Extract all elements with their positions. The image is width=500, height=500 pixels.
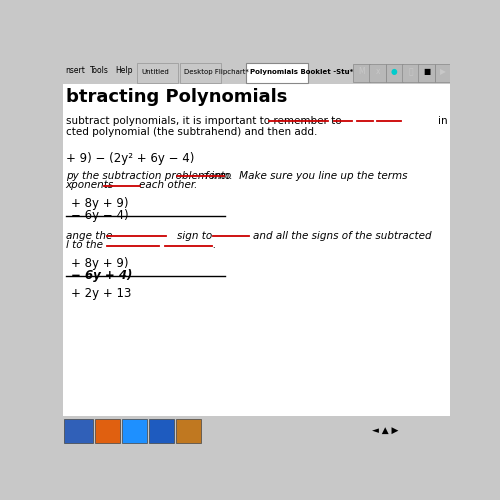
Text: ⏸: ⏸ <box>408 68 413 76</box>
Text: ●: ● <box>391 68 398 76</box>
Text: x: x <box>376 68 380 76</box>
Text: M: M <box>358 68 365 76</box>
Text: and all the signs of the subtracted: and all the signs of the subtracted <box>253 231 432 241</box>
Text: Polynomials Booklet -Stu*: Polynomials Booklet -Stu* <box>250 69 354 75</box>
Text: − 6y + 4): − 6y + 4) <box>71 268 132 281</box>
Text: ■: ■ <box>423 68 430 76</box>
FancyBboxPatch shape <box>122 419 147 442</box>
FancyBboxPatch shape <box>434 64 452 82</box>
Text: + 2y + 13: + 2y + 13 <box>71 287 132 300</box>
Text: ▶: ▶ <box>440 68 446 76</box>
Text: ◄ ▲ ▶: ◄ ▲ ▶ <box>372 426 399 435</box>
Text: each other.: each other. <box>139 180 198 190</box>
Text: + 8y + 9): + 8y + 9) <box>71 197 128 210</box>
Text: Tools: Tools <box>90 66 108 75</box>
Text: form.  Make sure you line up the terms: form. Make sure you line up the terms <box>204 171 407 181</box>
FancyBboxPatch shape <box>246 63 308 82</box>
Text: Help: Help <box>115 66 132 75</box>
FancyBboxPatch shape <box>176 419 201 442</box>
Text: − 6y − 4): − 6y − 4) <box>71 208 128 222</box>
Text: ange the: ange the <box>66 231 112 241</box>
FancyBboxPatch shape <box>95 419 120 442</box>
Text: + 8y + 9): + 8y + 9) <box>71 257 128 270</box>
Text: sign to: sign to <box>177 231 212 241</box>
FancyBboxPatch shape <box>180 63 220 82</box>
Text: Desktop Flipchart*: Desktop Flipchart* <box>184 69 248 75</box>
FancyBboxPatch shape <box>137 63 178 82</box>
FancyBboxPatch shape <box>402 64 419 82</box>
FancyBboxPatch shape <box>62 60 450 84</box>
Text: cted polynomial (the subtrahend) and then add.: cted polynomial (the subtrahend) and the… <box>66 128 317 138</box>
FancyBboxPatch shape <box>150 419 174 442</box>
Text: Untitled: Untitled <box>141 69 169 75</box>
FancyBboxPatch shape <box>353 64 370 82</box>
FancyBboxPatch shape <box>62 416 450 445</box>
FancyBboxPatch shape <box>386 64 402 82</box>
FancyBboxPatch shape <box>62 84 450 416</box>
Text: py the subtraction problem into: py the subtraction problem into <box>66 171 231 181</box>
FancyBboxPatch shape <box>418 64 436 82</box>
FancyBboxPatch shape <box>370 64 386 82</box>
Text: .: . <box>213 240 216 250</box>
Text: + 9) − (2y² + 6y − 4): + 9) − (2y² + 6y − 4) <box>66 152 194 166</box>
Text: subtract polynomials, it is important to remember to: subtract polynomials, it is important to… <box>66 116 341 126</box>
Text: l to the: l to the <box>66 240 102 250</box>
Text: in: in <box>438 116 447 126</box>
Text: nsert: nsert <box>66 66 86 75</box>
FancyBboxPatch shape <box>64 419 93 442</box>
Text: btracting Polynomials: btracting Polynomials <box>66 88 287 106</box>
Text: xponents: xponents <box>66 180 114 190</box>
